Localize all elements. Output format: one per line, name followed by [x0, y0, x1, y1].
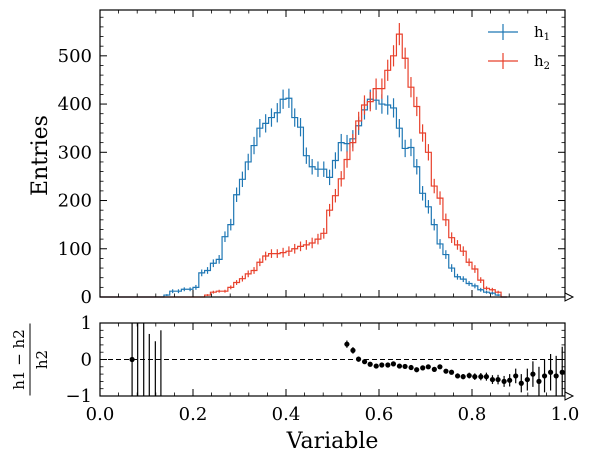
ratio-point [379, 362, 385, 368]
ratio-point [553, 373, 559, 379]
ratio-point [478, 374, 484, 380]
ratio-point [530, 371, 536, 377]
ratio-point [559, 369, 565, 375]
ratio-point [402, 363, 408, 370]
overflow-arrow [564, 292, 575, 302]
ratio-point [414, 367, 420, 373]
x-tick-label: 0.8 [458, 404, 487, 425]
ratio-point [518, 380, 524, 386]
x-tick-label: 0.6 [365, 404, 394, 425]
x-axis-title: Variable [286, 429, 379, 454]
ratio-point [501, 378, 507, 384]
ratio-point [361, 359, 368, 365]
ratio-point [454, 373, 461, 379]
step-line-h1 [100, 97, 507, 298]
ratio-point [385, 362, 391, 368]
y-tick-label: 200 [58, 191, 92, 212]
ratio-ylabel-denominator: h2 [33, 350, 51, 369]
y-tick-label: 0 [81, 287, 92, 308]
ratio-point [460, 374, 466, 380]
ratio-point [443, 368, 449, 374]
ratio-panel: −1 0 1 0.0 0.2 0.4 0.6 0.8 1.0 Variable h1 − h2 h2 [10, 313, 579, 454]
ratio-point [367, 361, 373, 367]
legend-label-h1: h1 [534, 23, 550, 43]
ratio-point [513, 373, 519, 379]
y-tick-label: 400 [58, 94, 92, 115]
ratio-point [536, 378, 542, 384]
y-axis-title: Entries [28, 115, 53, 196]
ratio-point [448, 369, 455, 375]
ratio-point [541, 373, 548, 379]
ratio-point [495, 376, 501, 383]
ratio-point [489, 376, 496, 383]
ratio-point [390, 361, 397, 367]
y-tick-label: 500 [58, 46, 92, 67]
series-h2 [100, 23, 507, 298]
x-tick-label: 0.0 [86, 404, 115, 425]
ratio-ylabel-numerator: h1 − h2 [10, 329, 28, 390]
ratio-point [524, 376, 530, 383]
ratio-point [437, 364, 443, 370]
ratio-y-tick-label: 0 [81, 350, 92, 371]
ratio-point [425, 364, 431, 370]
ratio-point [547, 369, 554, 375]
ratio-y-tick-label: −1 [65, 386, 92, 407]
ratio-y-tick-label: 1 [81, 313, 92, 334]
ratio-point [483, 374, 490, 380]
ratio-point [431, 366, 437, 372]
ratio-point [355, 356, 362, 362]
ratio-point [396, 363, 403, 369]
legend-label-h2: h2 [534, 52, 550, 72]
ratio-point [507, 377, 513, 383]
ratio-point [408, 364, 414, 371]
x-tick-label: 0.2 [179, 404, 208, 425]
ratio-point [466, 372, 472, 379]
ratio-point [420, 365, 426, 371]
x-tick-label: 0.4 [272, 404, 301, 425]
main-axes-frame [99, 9, 566, 298]
y-tick-label: 300 [58, 142, 92, 163]
x-tick-label: 1.0 [551, 404, 580, 425]
ratio-overflow-arrow [564, 391, 575, 401]
ratio-y-axis-title: h1 − h2 h2 [10, 323, 51, 396]
ratio-point [344, 341, 350, 347]
ratio-point [472, 374, 478, 380]
ratio-point [373, 363, 379, 369]
ratio-point [350, 347, 356, 353]
ratio-point [129, 356, 135, 363]
series-h1 [100, 88, 507, 298]
y-tick-label: 100 [58, 239, 92, 260]
